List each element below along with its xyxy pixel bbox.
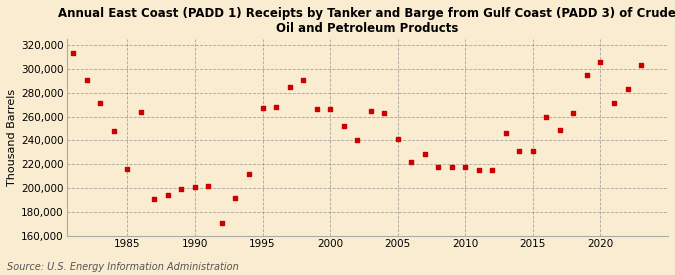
Point <box>433 164 443 169</box>
Point <box>325 107 335 112</box>
Point <box>555 128 566 132</box>
Point <box>473 168 484 172</box>
Point <box>244 172 254 176</box>
Point <box>352 138 362 143</box>
Point <box>365 108 376 113</box>
Point <box>392 137 403 141</box>
Point <box>446 164 457 169</box>
Point <box>176 187 187 192</box>
Point <box>595 59 606 64</box>
Text: Source: U.S. Energy Information Administration: Source: U.S. Energy Information Administ… <box>7 262 238 272</box>
Point <box>95 101 106 106</box>
Point <box>460 164 470 169</box>
Point <box>163 193 173 198</box>
Point <box>217 221 227 225</box>
Point <box>136 109 146 114</box>
Point <box>582 73 593 77</box>
Point <box>149 197 160 201</box>
Point <box>527 149 538 153</box>
Point <box>406 160 416 164</box>
Point <box>338 124 349 128</box>
Point <box>609 101 620 106</box>
Point <box>311 107 322 112</box>
Point <box>284 84 295 89</box>
Point <box>636 63 647 67</box>
Point <box>500 131 511 136</box>
Point <box>541 114 551 119</box>
Point <box>203 184 214 188</box>
Point <box>257 106 268 110</box>
Point <box>122 167 133 171</box>
Point <box>487 168 497 172</box>
Point <box>298 77 308 82</box>
Point <box>230 196 241 200</box>
Title: Annual East Coast (PADD 1) Receipts by Tanker and Barge from Gulf Coast (PADD 3): Annual East Coast (PADD 1) Receipts by T… <box>58 7 675 35</box>
Point <box>622 87 633 91</box>
Point <box>82 77 92 82</box>
Point <box>379 111 389 115</box>
Point <box>419 152 430 156</box>
Point <box>271 105 281 109</box>
Point <box>109 129 119 133</box>
Y-axis label: Thousand Barrels: Thousand Barrels <box>7 89 17 186</box>
Point <box>514 149 524 153</box>
Point <box>568 111 579 115</box>
Point <box>68 51 79 56</box>
Point <box>190 185 200 189</box>
